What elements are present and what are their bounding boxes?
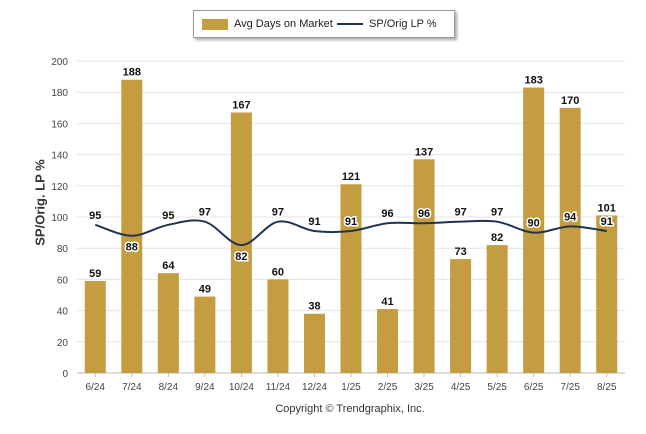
bar [84,280,106,373]
y-tick-label: 0 [62,369,68,380]
line-data-label: 95 [89,210,101,222]
line-data-label: 91 [345,216,357,228]
bar [121,79,143,373]
y-tick-label: 40 [57,307,69,318]
line-data-label: 97 [491,207,503,219]
bar [267,279,289,373]
y-tick-label: 180 [51,88,68,99]
bar [523,87,545,374]
bar [194,296,216,373]
legend-item-bars: Avg Days on Market [202,11,333,37]
bar-data-label: 41 [381,296,393,308]
line-data-label: 96 [381,208,393,220]
bar [340,184,362,373]
bar-data-label: 137 [415,146,433,158]
x-tick-label: 6/25 [524,382,544,393]
bar-data-label: 49 [199,284,211,296]
line-data-label: 96 [418,208,430,220]
bar-data-label: 38 [308,301,320,313]
y-tick-label: 160 [51,119,68,130]
bar [596,215,618,373]
bar-data-label: 73 [454,246,466,258]
x-tick-label: 6/24 [86,382,106,393]
line-data-label: 94 [564,211,577,223]
legend-item-line: SP/Orig LP % [337,11,437,37]
y-tick-label: 100 [51,213,68,224]
bar-data-label: 188 [123,67,141,79]
line-data-label: 97 [272,207,284,219]
bar [303,313,325,373]
x-tick-label: 5/25 [487,382,507,393]
bar [413,159,435,373]
series-line-sp-orig-lp [94,219,607,247]
bar [230,112,252,373]
x-tick-label: 8/25 [597,382,617,393]
bar-data-label: 60 [272,266,284,278]
y-tick-label: 200 [51,57,68,68]
x-tick-label: 12/24 [302,382,327,393]
line-data-label: 88 [126,242,138,254]
copyright-footer: Copyright © Trendgraphix, Inc. [275,403,425,415]
x-tick-label: 10/24 [229,382,254,393]
bar [450,259,472,373]
y-tick-label: 20 [57,338,69,349]
y-axis-label: SP/Orig. LP % [32,159,48,246]
bar [377,309,399,373]
bar-data-label: 121 [342,171,360,183]
x-tick-label: 11/24 [266,382,291,393]
bar-data-label: 167 [232,99,250,111]
line-data-label: 82 [235,251,247,263]
bar-data-label: 59 [89,268,101,280]
y-tick-label: 140 [51,151,68,162]
bar [157,273,179,373]
x-tick-label: 7/24 [122,382,142,393]
bar-data-label: 64 [162,260,175,272]
bar [486,245,508,373]
legend-swatch-line [337,23,363,25]
y-tick-label: 120 [51,182,68,193]
x-tick-label: 1/25 [341,382,361,393]
legend-label-line: SP/Orig LP % [369,18,437,30]
line-data-label: 97 [454,207,466,219]
bar-data-label: 170 [561,95,579,107]
bar [559,107,581,374]
y-tick-label: 60 [57,275,69,286]
line-data-label: 91 [308,216,320,228]
line-data-label: 91 [601,216,613,228]
x-tick-label: 8/24 [159,382,179,393]
line-data-label: 97 [199,207,211,219]
legend: Avg Days on Market SP/Orig LP % [193,10,455,38]
bar-data-label: 101 [598,202,616,214]
x-tick-label: 4/25 [451,382,471,393]
legend-swatch-bar [202,18,228,30]
bar-data-label: 82 [491,232,503,244]
x-tick-label: 3/25 [414,382,434,393]
bar-data-label: 183 [524,75,542,87]
line-data-label: 95 [162,210,174,222]
x-tick-label: 9/24 [195,382,215,393]
legend-label-bars: Avg Days on Market [234,18,333,30]
line-data-label: 90 [528,218,540,230]
y-tick-label: 80 [57,244,69,255]
x-tick-label: 7/25 [560,382,580,393]
x-tick-label: 2/25 [378,382,398,393]
